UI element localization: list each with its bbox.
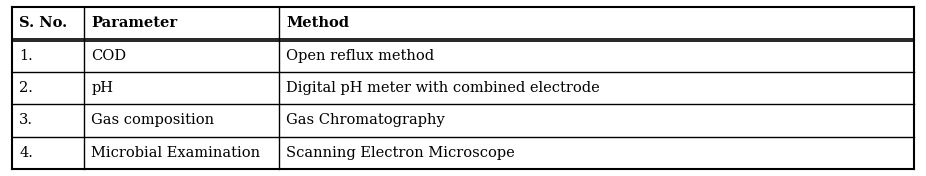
Text: 4.: 4.: [19, 146, 33, 160]
Text: Parameter: Parameter: [92, 16, 178, 30]
Text: S. No.: S. No.: [19, 16, 68, 30]
Text: pH: pH: [92, 81, 113, 95]
Text: Open reflux method: Open reflux method: [286, 49, 434, 63]
Text: 3.: 3.: [19, 113, 33, 127]
Text: 2.: 2.: [19, 81, 33, 95]
Text: Gas composition: Gas composition: [92, 113, 215, 127]
Text: 1.: 1.: [19, 49, 33, 63]
Text: Gas Chromatography: Gas Chromatography: [286, 113, 445, 127]
Text: Digital pH meter with combined electrode: Digital pH meter with combined electrode: [286, 81, 600, 95]
Text: Microbial Examination: Microbial Examination: [92, 146, 260, 160]
Text: Method: Method: [286, 16, 349, 30]
Text: COD: COD: [92, 49, 126, 63]
Text: Scanning Electron Microscope: Scanning Electron Microscope: [286, 146, 515, 160]
